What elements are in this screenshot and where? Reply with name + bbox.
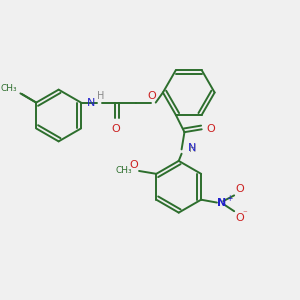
Text: O: O [129,160,138,170]
Text: CH₃: CH₃ [0,83,17,92]
Text: N: N [188,143,196,153]
Text: H: H [97,91,104,101]
Text: O: O [236,184,244,194]
Text: ⁻: ⁻ [242,210,247,219]
Text: O: O [206,124,215,134]
Text: N: N [87,98,96,108]
Text: O: O [111,124,120,134]
Text: O: O [147,91,156,101]
Text: N: N [218,198,227,208]
Text: H: H [189,144,196,154]
Text: CH₃: CH₃ [115,167,132,176]
Text: O: O [236,213,244,223]
Text: +: + [226,194,232,203]
